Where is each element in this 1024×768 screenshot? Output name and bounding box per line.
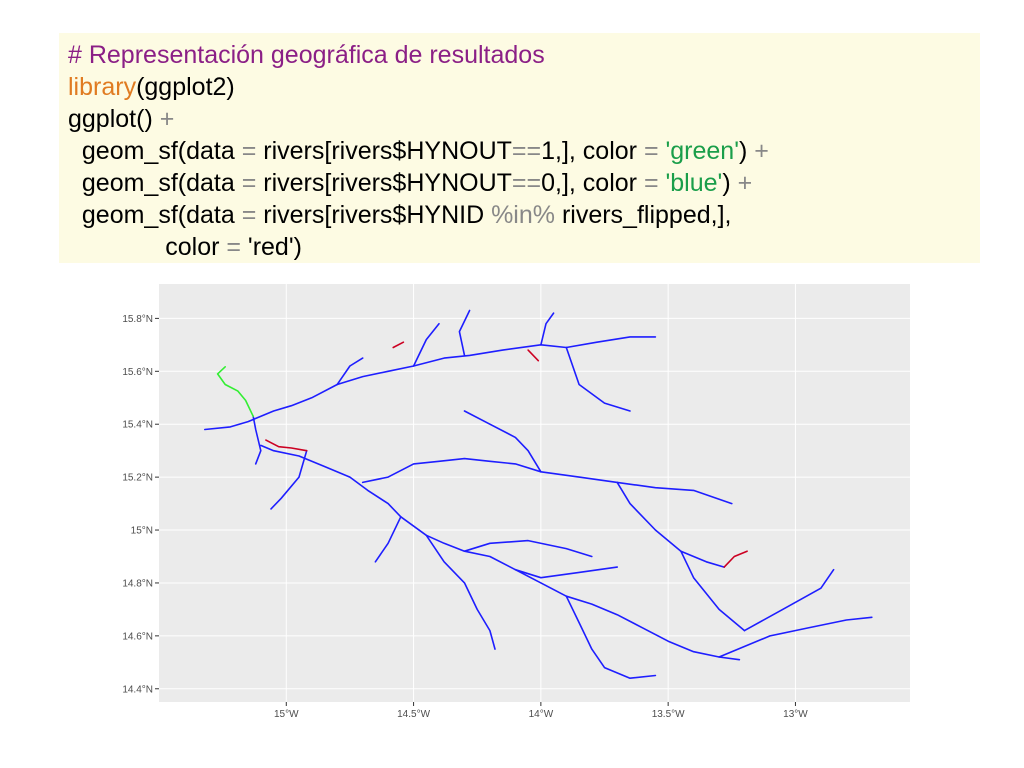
x-tick-label: 14.5°W: [397, 709, 430, 720]
code-operator: +: [747, 137, 769, 165]
code-line-6: geom_sf(data = rivers[rivers$HYNID %in% …: [68, 199, 980, 231]
code-text: geom_sf(data: [68, 169, 242, 197]
river-line-blue: [412, 322, 440, 367]
y-tick-label: 14.8°N: [122, 578, 153, 589]
river-line-blue: [361, 457, 733, 505]
river-line-green: [216, 366, 254, 418]
map-plot: 15°W 14.5°W 14°W 13.5°W 13°W 14.4°N 14.6°N 14.8…: [100, 282, 920, 722]
plot-panel: [159, 284, 910, 702]
code-text: (ggplot2): [136, 73, 235, 101]
code-operator: +: [730, 169, 753, 197]
y-tick-label: 15°N: [131, 526, 153, 537]
code-comment: # Representación geográfica de resultado…: [68, 41, 545, 69]
x-tick-label: 14°W: [529, 709, 554, 720]
code-string: 'blue': [658, 169, 723, 197]
code-operator: +: [152, 105, 175, 133]
river-line-blue: [260, 444, 741, 661]
river-line-blue: [463, 539, 593, 558]
code-operator: ==: [511, 137, 542, 165]
code-block: # Representación geográfica de resultado…: [59, 33, 980, 263]
code-operator: =: [241, 137, 257, 165]
river-line-blue: [374, 516, 402, 563]
code-text: ): [722, 169, 731, 197]
code-text: rivers_flipped,],: [555, 201, 732, 229]
code-operator: =: [643, 137, 659, 165]
code-fn-library: library: [68, 73, 137, 101]
code-line-4: geom_sf(data = rivers[rivers$HYNOUT==1,]…: [68, 135, 980, 167]
code-operator: =: [643, 169, 659, 197]
y-tick-label: 14.6°N: [122, 631, 153, 642]
code-string: 'green': [658, 137, 739, 165]
river-line-red: [392, 341, 405, 349]
y-tick-label: 15.6°N: [122, 367, 153, 378]
river-line-blue: [270, 449, 308, 510]
river-line-blue: [565, 595, 657, 679]
river-line-blue: [540, 312, 555, 346]
code-line-7: color = 'red'): [68, 231, 980, 263]
river-line-blue: [514, 566, 618, 579]
y-tick-label: 15.2°N: [122, 473, 153, 484]
code-text: ggplot(): [68, 105, 153, 133]
river-line-blue: [463, 410, 542, 473]
river-line-blue: [743, 568, 835, 632]
code-operator: =: [241, 169, 257, 197]
river-line-blue: [718, 616, 873, 658]
river-line-blue: [204, 336, 657, 431]
river-line-red: [723, 550, 748, 568]
code-text: rivers[rivers$HYNID: [256, 201, 492, 229]
code-line-5: geom_sf(data = rivers[rivers$HYNOUT==0,]…: [68, 167, 980, 199]
river-line-blue: [252, 415, 262, 465]
river-line-blue: [425, 534, 496, 650]
code-text: rivers[rivers$HYNOUT: [256, 169, 512, 197]
y-tick-label: 15.4°N: [122, 420, 153, 431]
river-line-blue: [336, 357, 364, 386]
code-text: 1,], color: [541, 137, 644, 165]
map-svg: 15°W 14.5°W 14°W 13.5°W 13°W 14.4°N 14.6°N 14.8…: [122, 284, 910, 720]
river-line-blue: [458, 309, 471, 357]
river-line-blue: [680, 550, 746, 632]
x-tick-label: 15°W: [274, 709, 299, 720]
code-text: rivers[rivers$HYNOUT: [256, 137, 512, 165]
code-text: ): [738, 137, 748, 165]
code-line-3: ggplot() +: [68, 103, 980, 135]
code-line-2: library(ggplot2): [68, 71, 980, 103]
code-operator: =: [226, 233, 241, 261]
code-text: 'red'): [240, 233, 302, 261]
river-line-red: [265, 439, 308, 452]
code-text: 0,], color: [541, 169, 644, 197]
x-tick-label: 13°W: [783, 709, 808, 720]
code-line-1: # Representación geográfica de resultado…: [68, 39, 980, 71]
code-text: geom_sf(data: [68, 137, 242, 165]
code-text: color: [68, 233, 227, 261]
river-line-blue: [565, 346, 631, 412]
code-text: geom_sf(data: [68, 201, 242, 229]
x-tick-label: 13.5°W: [652, 709, 685, 720]
y-tick-label: 14.4°N: [122, 684, 153, 695]
y-tick-label: 15.8°N: [122, 314, 153, 325]
river-line-red: [527, 349, 540, 362]
river-line-blue: [616, 481, 725, 568]
code-operator: %in%: [491, 201, 555, 229]
code-operator: ==: [511, 169, 542, 197]
code-operator: =: [241, 201, 257, 229]
